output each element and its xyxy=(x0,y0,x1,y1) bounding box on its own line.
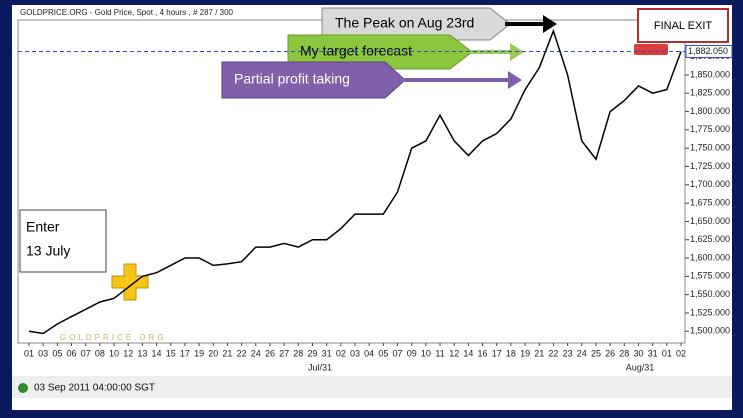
x-tick-label: 14 xyxy=(463,348,473,358)
x-tick-label: 12 xyxy=(123,348,133,358)
y-tick-label: 1,750.000 xyxy=(690,143,730,153)
x-tick-label: 21 xyxy=(222,348,232,358)
y-tick-label: 1,550.000 xyxy=(690,289,730,299)
x-tick-label: 08 xyxy=(95,348,105,358)
y-tick-label: 1,725.000 xyxy=(690,161,730,171)
x-tick-label: 05 xyxy=(378,348,388,358)
x-tick-label: 16 xyxy=(478,348,488,358)
target-text: My target forecast xyxy=(300,43,412,59)
enter-marker xyxy=(111,263,149,301)
x-tick-label: 22 xyxy=(237,348,247,358)
x-tick-label: 01 xyxy=(24,348,34,358)
x-tick-label: 27 xyxy=(279,348,289,358)
watermark: GOLDPRICE.ORG xyxy=(60,333,167,342)
exit-marker xyxy=(634,44,668,55)
x-tick-label: 19 xyxy=(520,348,530,358)
x-tick-label: 22 xyxy=(548,348,558,358)
peak-text: The Peak on Aug 23rd xyxy=(335,15,474,31)
y-tick-label: 1,825.000 xyxy=(690,88,730,98)
y-tick-label: 1,575.000 xyxy=(690,271,730,281)
y-tick-label: 1,625.000 xyxy=(690,234,730,244)
x-tick-label: 25 xyxy=(591,348,601,358)
y-tick-label: 1,850.000 xyxy=(690,69,730,79)
x-tick-label: 04 xyxy=(364,348,374,358)
x-tick-label: 17 xyxy=(492,348,502,358)
x-tick-label: 03 xyxy=(350,348,360,358)
x-tick-label: 26 xyxy=(265,348,275,358)
partial-arrowhead xyxy=(508,71,522,89)
enter-text: Enter xyxy=(26,219,60,235)
x-tick-label: 12 xyxy=(449,348,459,358)
price-line xyxy=(28,28,682,335)
x-tick-label: 28 xyxy=(293,348,303,358)
x-tick-label: 28 xyxy=(619,348,629,358)
x-tick-label: 01 xyxy=(662,348,672,358)
x-tick-label: 23 xyxy=(563,348,573,358)
status-dot xyxy=(18,383,28,393)
current-price-label: 1,882.050 xyxy=(688,46,728,56)
x-tick-label: 31 xyxy=(322,348,332,358)
x-tick-label: 30 xyxy=(633,348,643,358)
x-tick-label: 29 xyxy=(307,348,317,358)
exit-box xyxy=(637,8,729,43)
x-tick-label: 11 xyxy=(435,348,444,358)
exit-text: FINAL EXIT xyxy=(654,20,713,32)
x-tick-label: 10 xyxy=(421,348,431,358)
x-tick-label: 02 xyxy=(336,348,346,358)
y-tick-label: 1,775.000 xyxy=(690,124,730,134)
x-tick-label: 19 xyxy=(194,348,204,358)
x-tick-label: 24 xyxy=(251,348,261,358)
x-tick-label: 05 xyxy=(52,348,62,358)
x-tick-label: 26 xyxy=(605,348,615,358)
chart-title: GOLDPRICE.ORG - Gold Price, Spot , 4 hou… xyxy=(20,8,234,17)
x-tick-label: 09 xyxy=(407,348,417,358)
x-tick-label: 21 xyxy=(534,348,544,358)
current-price-box xyxy=(685,44,733,58)
x-tick-label: 17 xyxy=(180,348,190,358)
x-tick-label: 06 xyxy=(67,348,77,358)
x-tick-label: 31 xyxy=(648,348,658,358)
x-tick-label: 24 xyxy=(577,348,587,358)
x-tick-label: 10 xyxy=(109,348,119,358)
y-tick-label: 1,525.000 xyxy=(690,307,730,317)
y-tick-label: 1,700.000 xyxy=(690,179,730,189)
footer-bar xyxy=(12,376,732,398)
x-tick-label: 07 xyxy=(393,348,403,358)
y-tick-label: 1,600.000 xyxy=(690,252,730,262)
x-tick-label: 20 xyxy=(208,348,218,358)
x-tick-label: 18 xyxy=(506,348,516,358)
enter-box xyxy=(19,209,107,273)
month-label: Aug/31 xyxy=(626,362,655,372)
x-tick-label: 13 xyxy=(137,348,147,358)
x-tick-label: 03 xyxy=(38,348,48,358)
target-arrowhead xyxy=(510,43,524,61)
y-tick-label: 1,500.000 xyxy=(690,326,730,336)
enter-date: 13 July xyxy=(26,243,70,259)
x-tick-label: 14 xyxy=(152,348,162,358)
y-tick-label: 1,800.000 xyxy=(690,106,730,116)
x-tick-label: 02 xyxy=(676,348,686,358)
footer-date: 03 Sep 2011 04:00:00 SGT xyxy=(34,383,155,394)
partial-text: Partial profit taking xyxy=(234,71,350,87)
x-tick-label: 15 xyxy=(166,348,176,358)
y-tick-label: 1,650.000 xyxy=(690,216,730,226)
peak-arrowhead xyxy=(543,15,557,33)
month-label: Jul/31 xyxy=(308,362,332,372)
y-tick-label: 1,675.000 xyxy=(690,197,730,207)
partial-callout xyxy=(221,61,406,99)
x-tick-label: 07 xyxy=(81,348,91,358)
